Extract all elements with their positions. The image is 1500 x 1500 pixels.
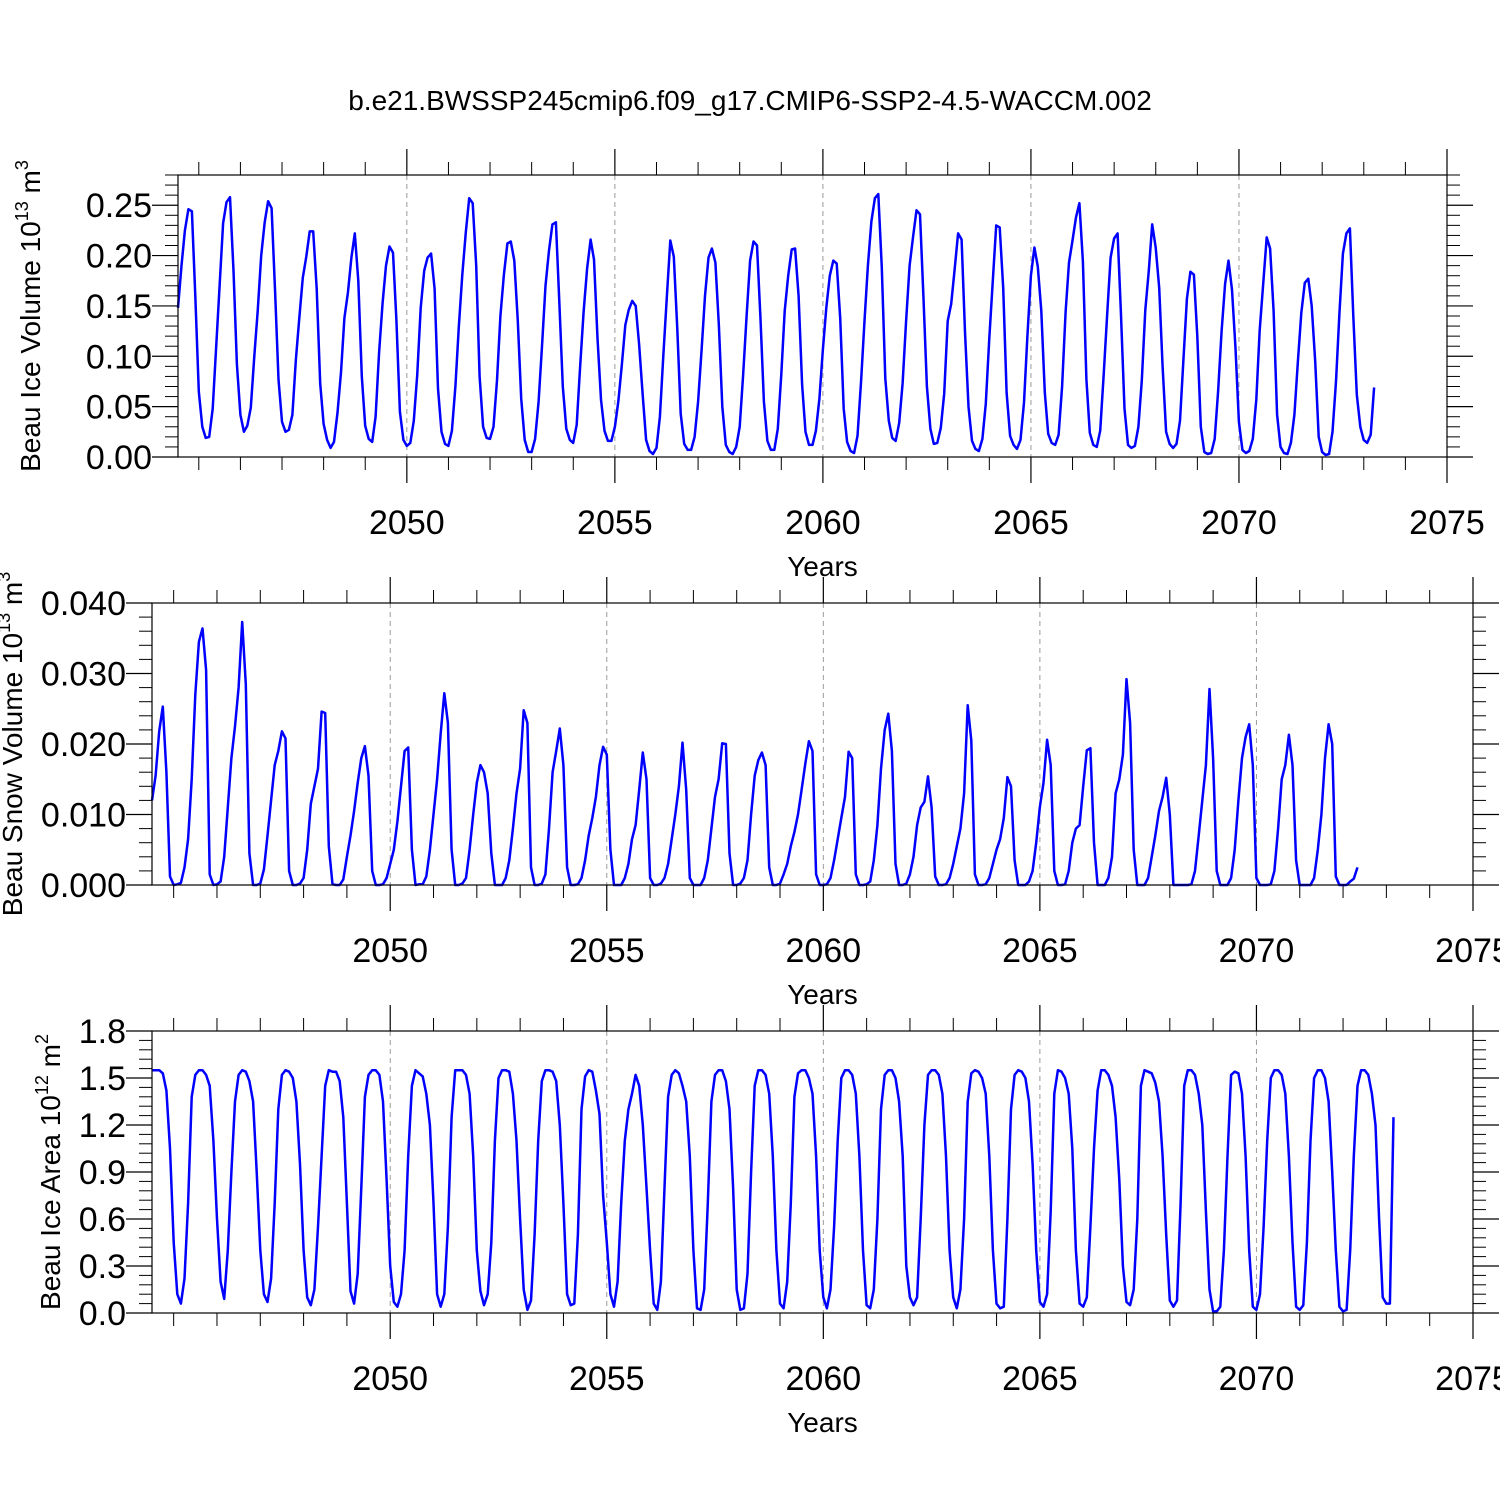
x-tick-label: 2060 xyxy=(786,932,862,970)
x-axis-title: Years xyxy=(787,1407,858,1438)
x-tick-label: 2070 xyxy=(1201,504,1277,542)
y-axis-title-text: Beau Ice Volume 10 xyxy=(15,221,46,472)
y-tick-label: 0.05 xyxy=(86,389,152,427)
y-tick-label: 0.9 xyxy=(79,1154,126,1192)
panel-3: 2050 2055 2060 2065 2070 2075 0.0 0.3 0.6 0.9 1.2 1… xyxy=(32,1005,1500,1438)
y-tick-label: 1.5 xyxy=(79,1060,126,1098)
x-tick-label: 2050 xyxy=(352,932,428,970)
x-tick-label: 2060 xyxy=(786,1360,862,1398)
y-axis-title-unit-exponent: 3 xyxy=(0,572,14,582)
y-tick-label: 0.010 xyxy=(41,797,126,835)
y-axis-title-unit: m xyxy=(0,582,28,613)
x-tick-label: 2050 xyxy=(352,1360,428,1398)
y-tick-label: 1.2 xyxy=(79,1107,126,1145)
series-line-beau-ice-volume xyxy=(176,192,1376,457)
y-axis-title-exponent: 13 xyxy=(0,613,14,633)
y-tick-label: 0.6 xyxy=(79,1201,126,1239)
y-tick-label: 0.3 xyxy=(79,1248,126,1286)
y-tick-label: 1.8 xyxy=(79,1013,126,1051)
x-tick-label: 2055 xyxy=(569,1360,645,1398)
y-axis-title-unit-exponent: 2 xyxy=(32,1034,52,1044)
x-axis-title: Years xyxy=(787,979,858,1010)
x-tick-label: 2075 xyxy=(1435,932,1500,970)
y-axis-title-exponent: 13 xyxy=(12,201,32,221)
y-tick-label: 0.00 xyxy=(86,439,152,477)
y-axis-title: Beau Ice Volume 1013 m3 xyxy=(12,160,46,472)
series-line-beau-snow-volume xyxy=(150,620,1359,887)
y-tick-label: 0.15 xyxy=(86,288,152,326)
y-axis-title-unit-exponent: 3 xyxy=(12,160,32,170)
y-tick-label: 0.040 xyxy=(41,585,126,623)
x-tick-label: 2060 xyxy=(785,504,861,542)
x-tick-label: 2055 xyxy=(577,504,653,542)
panel-1: 2050 2055 2060 2065 2070 2075 0.00 0.05 0.10 0.15… xyxy=(12,149,1485,582)
y-tick-label: 0.000 xyxy=(41,867,126,905)
y-axis-title: Beau Ice Area 1012 m2 xyxy=(32,1034,66,1310)
y-axis-title-unit: m xyxy=(15,170,46,201)
x-tick-label: 2075 xyxy=(1435,1360,1500,1398)
y-axis-title-text: Beau Ice Area 10 xyxy=(35,1095,66,1310)
x-tick-label: 2065 xyxy=(1002,1360,1078,1398)
x-tick-label: 2070 xyxy=(1219,932,1295,970)
y-tick-label: 0.25 xyxy=(86,187,152,225)
x-axis-title: Years xyxy=(787,551,858,582)
y-tick-label: 0.20 xyxy=(86,238,152,276)
y-tick-label: 0.10 xyxy=(86,338,152,376)
y-tick-label: 0.0 xyxy=(79,1295,126,1333)
x-tick-label: 2075 xyxy=(1409,504,1485,542)
x-tick-label: 2065 xyxy=(993,504,1069,542)
y-tick-label: 0.030 xyxy=(41,656,126,694)
figure-title: b.e21.BWSSP245cmip6.f09_g17.CMIP6-SSP2-4… xyxy=(348,85,1152,116)
x-tick-label: 2055 xyxy=(569,932,645,970)
y-axis-title-text: Beau Snow Volume 10 xyxy=(0,633,28,916)
x-tick-label: 2050 xyxy=(369,504,445,542)
y-axis-title: Beau Snow Volume 1013 m3 xyxy=(0,572,28,916)
y-tick-label: 0.020 xyxy=(41,726,126,764)
x-tick-label: 2070 xyxy=(1219,1360,1295,1398)
y-axis-title-unit: m xyxy=(35,1044,66,1075)
panels: 2050 2055 2060 2065 2070 2075 0.00 0.05 0.10 0.15… xyxy=(0,149,1500,1438)
x-tick-label: 2065 xyxy=(1002,932,1078,970)
panel-2: 2050 2055 2060 2065 2070 2075 0.000 0.010 0.020 0… xyxy=(0,572,1500,1010)
y-axis-title-exponent: 12 xyxy=(32,1075,52,1095)
series-line-beau-ice-area xyxy=(152,1068,1395,1313)
